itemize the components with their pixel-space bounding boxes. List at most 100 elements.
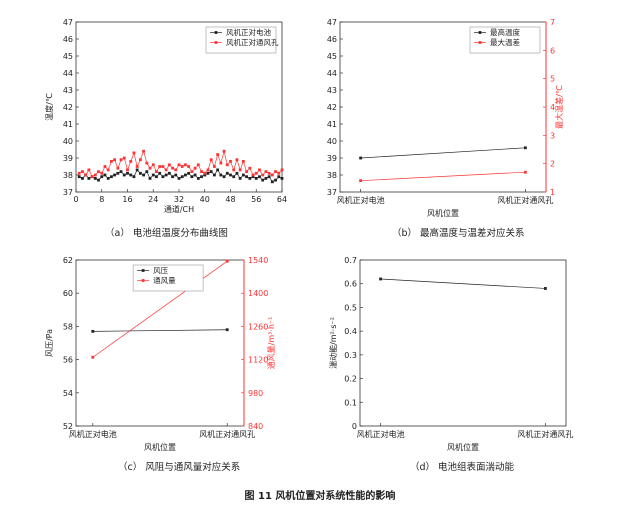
data-point [190,170,194,173]
data-point [251,175,255,179]
data-point [138,158,142,162]
y-tick-label: 38 [63,171,73,180]
x-axis-label: 风机位置 [144,442,176,452]
y-tick-label: 47 [327,18,337,27]
x-tick-label: 40 [200,195,210,204]
data-point [235,171,239,175]
data-point [151,173,155,177]
data-point [155,170,158,173]
data-point [110,160,113,163]
y-tick-label: 43 [63,86,73,95]
y-tick-label: 39 [63,154,73,163]
data-point [180,175,184,179]
data-point [135,165,139,168]
legend-swatch-marker [478,31,482,34]
legend-swatch-marker [141,269,145,272]
data-point [81,170,84,173]
data-point [155,175,158,179]
data-point [524,146,527,150]
right-y-tick-label: 7 [550,18,555,27]
data-point [132,175,136,179]
data-point [219,161,223,165]
data-point [138,171,142,175]
data-point [238,168,242,172]
right-y-tick-label: 1120 [248,356,268,365]
y-tick-label: 43 [327,86,337,95]
data-point [379,277,382,281]
data-point [248,166,252,170]
data-point [87,177,91,180]
data-point [145,161,149,165]
legend-entry: 通风量 [153,275,176,285]
right-y-tick-label: 2 [550,160,555,169]
data-point [524,170,527,174]
y-tick-label: 62 [63,256,73,265]
series-line-0 [360,147,526,159]
data-point [103,165,107,168]
data-point [254,171,258,175]
y-tick-label: 38 [327,171,337,180]
data-point [264,177,268,180]
data-point [187,171,191,175]
x-tick-label: 16 [122,195,132,204]
data-point [359,156,362,160]
data-point [225,259,229,263]
data-point [93,177,97,180]
data-point [81,177,84,180]
data-point [241,173,245,177]
data-point [97,170,100,173]
right-y-tick-label: 980 [248,389,263,398]
data-point [270,173,274,177]
data-point [203,173,207,177]
data-point [174,168,178,172]
y-tick-label: 0 [352,422,357,431]
data-point [213,165,216,168]
data-point [161,165,165,168]
data-point [222,149,226,153]
data-point [77,171,81,175]
y-tick-label: 40 [327,137,337,146]
data-point [248,177,252,180]
data-point [151,163,155,167]
legend-box [469,26,541,54]
data-point [264,170,268,173]
x-axis-label: 通道/CH [164,204,194,214]
data-point [229,160,232,163]
data-point [225,171,229,175]
x-tick-label: 风机正对通风孔 [199,429,255,439]
series-line-0 [380,278,546,289]
data-point [196,177,200,180]
y-axis-label: 湍动能/m²·s⁻² [328,317,338,369]
x-tick-label: 24 [148,195,158,204]
y-tick-label: 0.4 [344,327,357,336]
y-tick-label: 37 [63,188,73,197]
data-point [277,171,281,175]
data-point [267,175,271,179]
x-tick-label: 0 [73,195,78,204]
data-point [241,160,245,163]
data-point [129,160,133,163]
right-y-tick-label: 4 [550,103,555,112]
data-point [209,158,213,162]
legend-swatch-marker [214,41,218,44]
data-point [167,171,171,175]
data-point [135,168,139,172]
x-tick-label: 32 [174,195,184,204]
legend-entry: 风机正对电池 [226,27,271,37]
data-point [216,168,220,172]
data-point [106,168,110,172]
y-tick-label: 42 [327,103,337,112]
right-y-tick-label: 1 [550,188,555,197]
data-point [119,170,123,173]
x-tick-label: 风机正对电池 [69,429,117,439]
data-point [148,177,152,180]
y-tick-label: 44 [327,69,337,78]
x-axis-label: 风机位置 [447,442,479,452]
data-point [129,173,133,177]
legend-entry: 风压 [153,266,168,275]
legend-entry: 最高温度 [490,27,520,37]
data-point [158,165,162,168]
data-point [200,175,203,179]
x-tick-label: 48 [225,195,235,204]
x-tick-label: 风机正对通风孔 [517,429,573,439]
